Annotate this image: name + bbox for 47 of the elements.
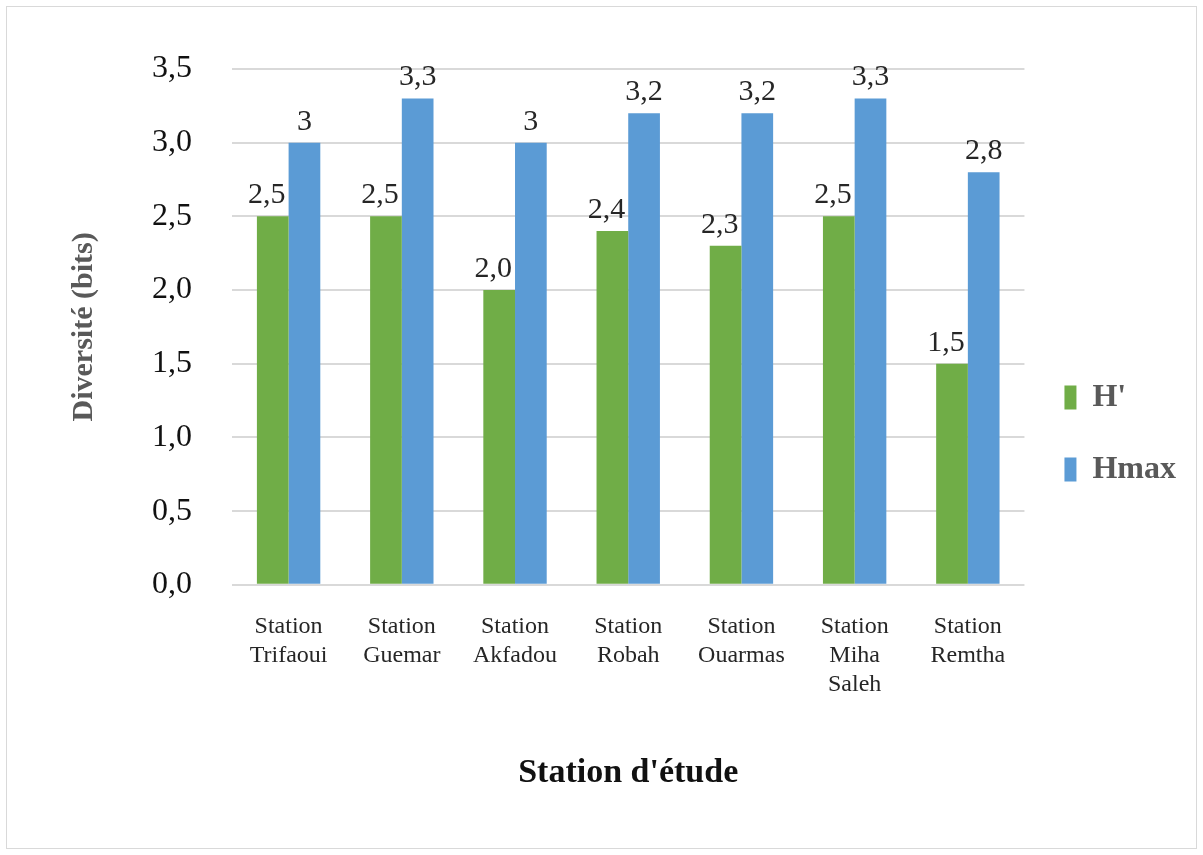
bar xyxy=(854,98,887,584)
y-tick-label: 1,0 xyxy=(152,416,192,453)
data-label: 2,0 xyxy=(474,249,513,283)
bar xyxy=(628,113,660,584)
data-label: 2,5 xyxy=(814,176,852,210)
data-label: 2,4 xyxy=(587,190,626,224)
data-label: 3,3 xyxy=(398,58,437,92)
y-tick-label: 2,0 xyxy=(152,269,192,306)
bar xyxy=(741,113,774,584)
bar xyxy=(515,142,547,584)
y-tick-label: 1,5 xyxy=(152,343,192,380)
x-tick-label: Station Trifaoui xyxy=(249,612,328,668)
bar xyxy=(967,172,1000,584)
y-axis-title: Diversité (bits) xyxy=(64,232,99,422)
bar xyxy=(483,290,516,584)
x-tick-label: Station Guemar xyxy=(363,612,441,668)
data-label: 3,2 xyxy=(738,73,777,107)
data-label: 3,3 xyxy=(851,58,890,92)
x-tick-label: Station Akfadou xyxy=(473,612,558,668)
y-tick-label: 0,5 xyxy=(152,490,192,527)
data-label: 2,5 xyxy=(248,176,286,210)
bar xyxy=(256,216,289,584)
bar xyxy=(822,216,855,584)
y-tick-label: 3,0 xyxy=(152,122,192,159)
data-label: 2,3 xyxy=(700,205,739,239)
bar xyxy=(709,245,742,584)
data-label: 2,8 xyxy=(964,132,1003,166)
data-label: 3,2 xyxy=(625,73,663,107)
data-label: 2,5 xyxy=(361,176,399,210)
bar xyxy=(370,216,402,584)
data-label: 3 xyxy=(523,102,539,136)
y-tick-label: 0,0 xyxy=(152,564,192,601)
bar xyxy=(936,363,968,584)
bar xyxy=(596,231,629,584)
x-axis-title: Station d'étude xyxy=(518,752,739,790)
x-tick-label: Station Robah xyxy=(594,612,663,668)
data-label: 3 xyxy=(296,102,312,136)
y-tick-label: 2,5 xyxy=(152,195,192,232)
data-label: 1,5 xyxy=(927,323,965,357)
legend-label: Hmax xyxy=(1092,448,1176,485)
x-tick-label: Station Remtha xyxy=(930,612,1006,668)
bar xyxy=(288,142,321,584)
y-tick-label: 3,5 xyxy=(152,48,192,85)
bar xyxy=(401,98,434,584)
legend-label: H' xyxy=(1092,376,1127,413)
x-tick-label: Station Miha Saleh xyxy=(820,612,889,697)
x-tick-label: Station Ouarmas xyxy=(698,612,785,668)
